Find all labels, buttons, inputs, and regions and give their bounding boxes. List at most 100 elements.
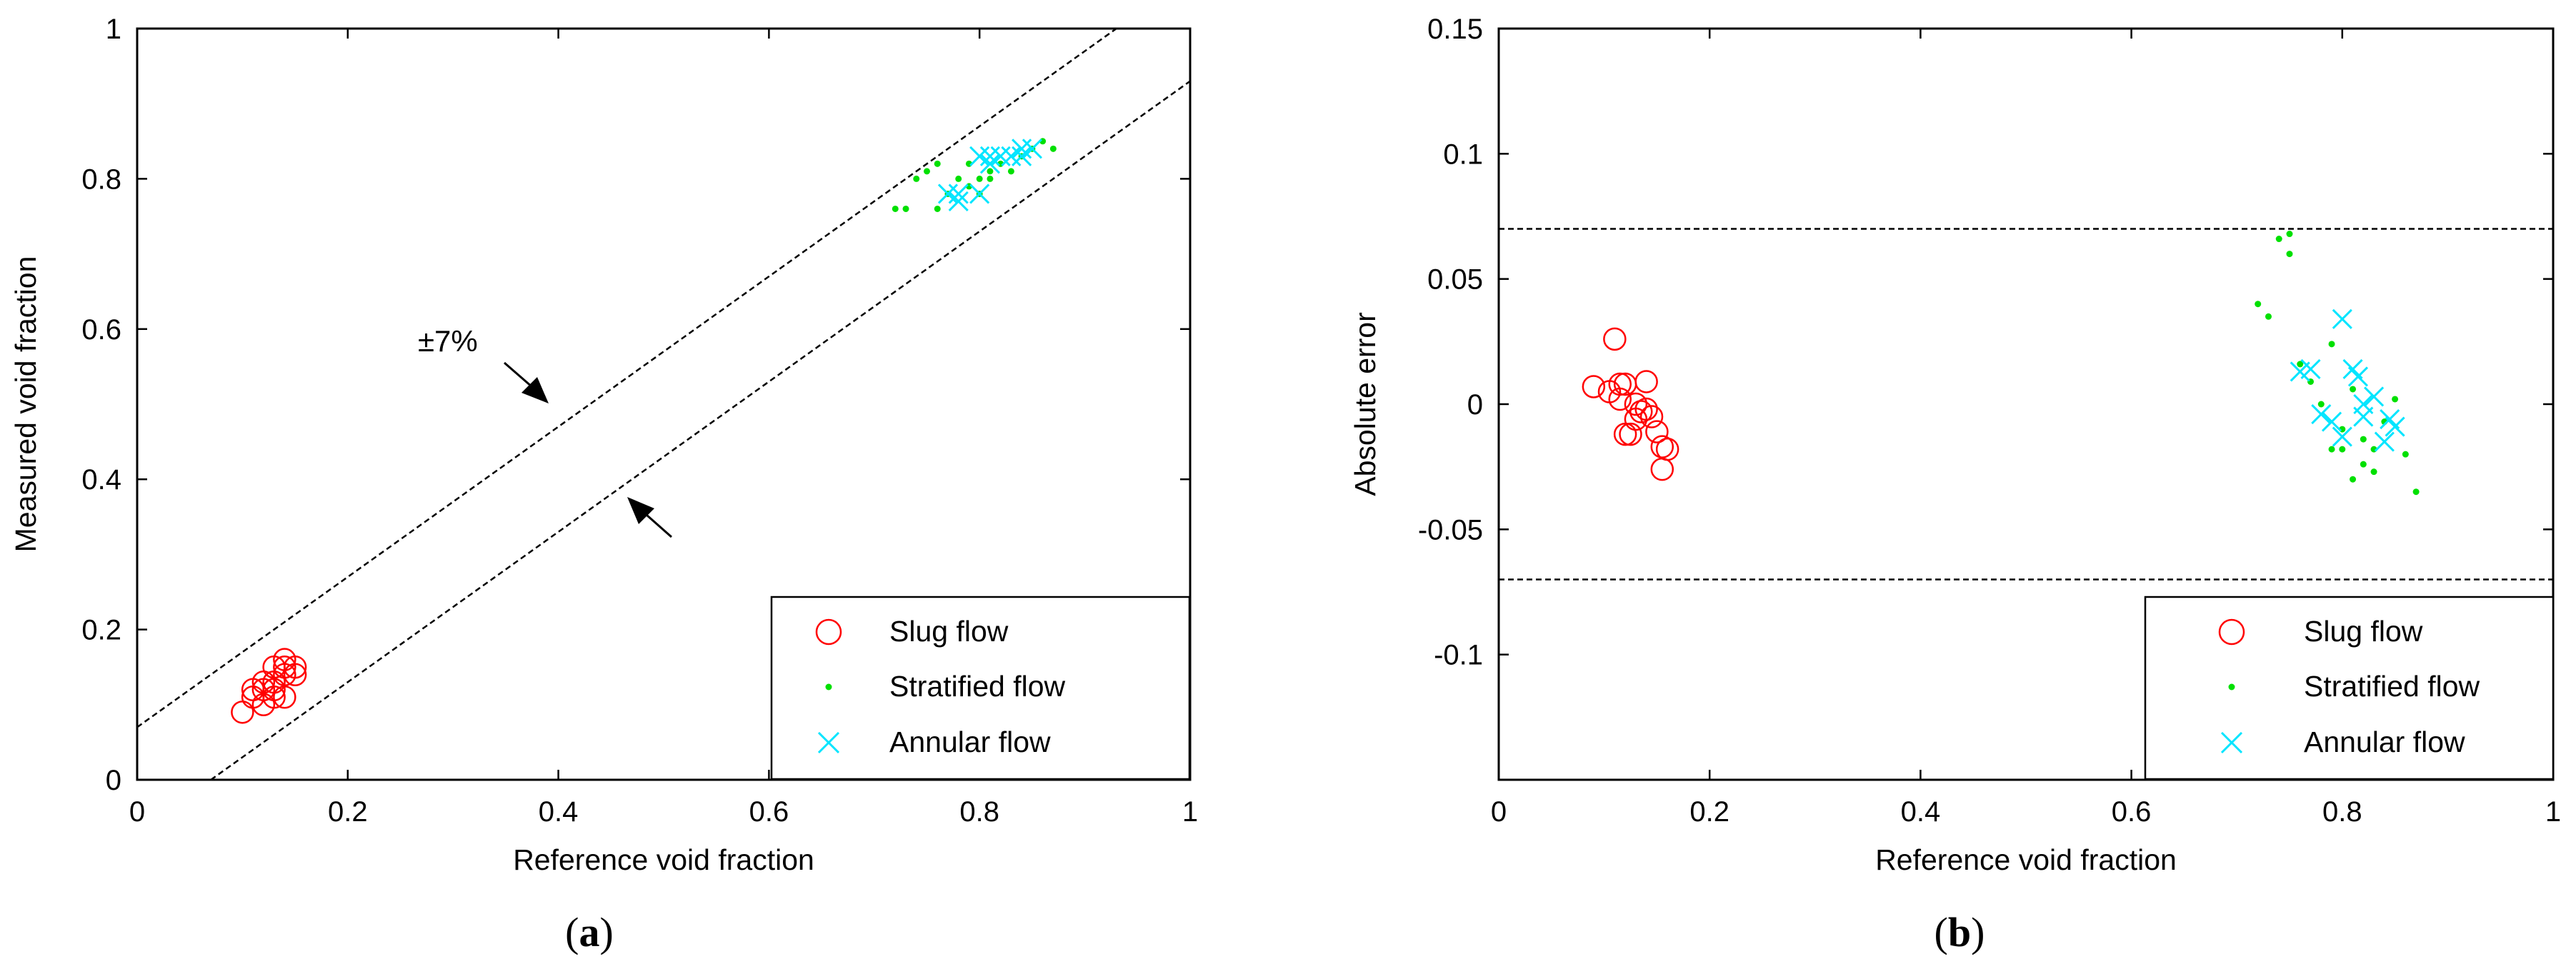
chart-b-point-circle [1613,372,1637,396]
chart-a-point-dot [934,205,941,212]
chart-a-xtick-label: 0.4 [539,796,579,828]
chart-a-ytick-label: 0.8 [81,164,121,195]
chart-b-point-dot [2286,231,2293,238]
chart-a-point-x [948,184,969,204]
chart-a-point-dot [1007,168,1014,175]
chart-b-point-x [2332,308,2352,329]
legend-slug-marker [815,618,842,646]
chart-a-point-dot [892,205,899,212]
chart-b-point-dot [2255,301,2262,308]
chart-b-xtick-label: 0.4 [1901,796,1941,828]
chart-b-ytick-label: 0.05 [1427,264,1483,296]
legend-slug-label: Slug flow [2304,615,2423,648]
legend-annular-label: Annular flow [2304,726,2465,758]
chart-a-point-x [1001,146,1022,166]
chart-b-point-circle [1629,400,1653,423]
chart-a-xtick-label: 1 [1182,796,1198,828]
chart-b-point-dot [2392,396,2399,403]
chart-a-ytick-label: 0.6 [81,314,121,346]
chart-a-legend: Slug flow Stratified flow Annular flow [770,596,1191,780]
legend-stratified-label: Stratified flow [889,670,1065,703]
legend-stratified-label: Stratified flow [2304,670,2480,703]
chart-b-point-x [2321,411,2342,432]
chart-b-legend-box [2144,596,2555,780]
chart-b-point-dot [2328,341,2335,348]
chart-b-ytick-label: -0.05 [1418,514,1483,546]
chart-a-point-x [979,154,1001,174]
chart-b-point-dot [2350,476,2357,483]
chart-b-point-circle [1608,372,1632,396]
chart-a-xlabel: Reference void fraction [513,843,814,876]
chart-b-point-circle [1645,420,1669,443]
chart-a-point-dot [987,168,994,175]
chart-a-point-x [1022,139,1042,159]
chart-b-point-x [2353,393,2374,415]
chart-a-point-dot [976,175,983,182]
chart-b-point-circle [1608,387,1632,411]
annotation-arrow-lower [627,497,672,538]
chart-a-point-x [1012,146,1032,166]
chart-a-annotation: ±7% [418,324,478,358]
chart-a-xtick-label: 0.6 [749,796,789,828]
chart-a-point-circle [262,686,286,709]
chart-b-point-dot [2360,436,2367,443]
chart-b-point-dot [2370,468,2377,476]
chart-b-point-x [2332,426,2352,447]
chart-a-point-x [969,184,990,204]
chart-b-point-dot [2402,451,2409,458]
legend-slug-label: Slug flow [889,615,1009,648]
chart-a-point-dot [987,175,994,182]
chart-a-point-circle [273,648,296,671]
chart-b-xlabel: Reference void fraction [1875,843,2177,876]
chart-b-point-dot [2317,401,2325,408]
chart-b-point-circle [1634,397,1658,421]
chart-a-xtick-label: 0.8 [959,796,999,828]
chart-b-ytick-label: 0 [1467,389,1483,421]
legend-annular-label: Annular flow [889,726,1051,758]
chart-b-point-x [2364,386,2385,407]
chart-b-xtick-label: 0 [1491,796,1507,828]
chart-b-point-circle [1624,392,1648,416]
chart-a-point-circle [241,678,265,702]
chart-b-point-circle [1619,422,1642,446]
legend-stratified-marker [2228,683,2235,691]
chart-a-xtick-label: 0.2 [328,796,368,828]
chart-b-point-x [2347,366,2369,387]
chart-a-point-x [979,146,1001,166]
chart-b-xtick-label: 0.2 [1689,796,1729,828]
chart-a-ytick-label: 0 [106,765,121,796]
chart-b-point-dot [2360,461,2367,468]
panel-label-a: (a) [565,909,614,955]
chart-a-point-dot [934,160,941,167]
chart-b-ytick-label: -0.1 [1434,640,1483,671]
chart-b-ytick-label: 0.15 [1427,14,1483,45]
chart-b-xtick-label: 0.8 [2322,796,2362,828]
chart-b-ytick-label: 0.1 [1443,139,1483,170]
chart-b-point-x [2385,416,2405,437]
chart-a-point-dot [902,205,909,212]
chart-a-reference-line-lower [210,80,1191,781]
chart-a-ylabel: Measured void fraction [9,256,42,553]
chart-a-ytick-label: 1 [106,14,121,45]
chart-a-point-dot [913,175,920,182]
chart-b-point-dot [2350,386,2357,393]
chart-a-point-x [990,146,1011,166]
chart-b-point-dot [2275,236,2282,243]
legend-annular-marker [817,731,840,754]
chart-a-point-x [969,146,990,166]
chart-a: 0 0.2 0.4 0.6 0.8 1 0 0.2 0.4 0.6 0.8 1 ±7% Slug fl… [9,14,1198,955]
chart-b-point-circle [1603,327,1627,351]
chart-b-point-dot [2412,488,2420,496]
chart-b-point-x [2374,431,2395,452]
chart-a-point-x [1012,139,1032,159]
chart-b-point-circle [1655,437,1679,461]
chart-b: 0 0.2 0.4 0.6 0.8 1 -0.1 -0.05 0 0.05 0.1 0.15 Slug… [1349,14,2561,955]
chart-b-point-dot [2265,313,2272,320]
chart-b-xtick-label: 1 [2545,796,2561,828]
chart-a-point-circle [273,686,296,709]
chart-b-point-circle [1582,375,1606,398]
chart-a-point-x [937,184,959,204]
chart-a-ytick-label: 0.4 [81,464,121,496]
panel-label-b: (b) [1935,909,1985,955]
chart-b-point-circle [1639,405,1664,428]
